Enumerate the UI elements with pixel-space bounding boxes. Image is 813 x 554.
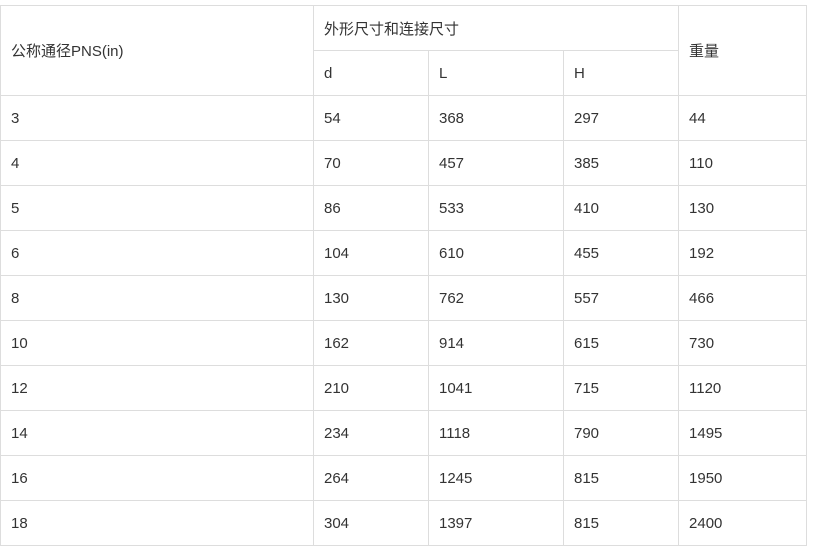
table-cell: 1950 <box>678 455 808 501</box>
table-cell: 1495 <box>678 410 808 456</box>
header-L: L <box>428 50 564 96</box>
table-cell: 54 <box>313 95 429 141</box>
header-nominal-diameter: 公称通径PNS(in) <box>0 5 314 96</box>
table-cell: 14 <box>0 410 314 456</box>
dimension-table: 公称通径PNS(in) 外形尺寸和连接尺寸 重量 d L H 3 54 368 297… <box>0 5 808 546</box>
table-cell: 162 <box>313 320 429 366</box>
table-cell: 730 <box>678 320 808 366</box>
table-cell: 6 <box>0 230 314 276</box>
table-cell: 615 <box>562 320 680 366</box>
table-cell: 10 <box>0 320 314 366</box>
table-cell: 1041 <box>428 365 564 411</box>
header-row: 公称通径PNS(in) 外形尺寸和连接尺寸 重量 <box>0 5 808 96</box>
table-cell: 410 <box>562 185 680 231</box>
table-cell: 304 <box>313 500 429 546</box>
table-cell: 715 <box>562 365 680 411</box>
table-cell: 4 <box>0 140 314 186</box>
table-cell: 12 <box>0 365 314 411</box>
table-cell: 914 <box>428 320 564 366</box>
subheader-row: d L H <box>1 50 807 96</box>
table-cell: 16 <box>0 455 314 501</box>
table-cell: 790 <box>562 410 680 456</box>
table-cell: 815 <box>562 500 680 546</box>
table-cell: 110 <box>678 140 808 186</box>
header-weight: 重量 <box>678 5 808 96</box>
table-row: 12 210 1041 715 1120 <box>0 365 808 411</box>
table-cell: 264 <box>313 455 429 501</box>
table-row: 8 130 762 557 466 <box>0 275 808 321</box>
table-cell: 130 <box>678 185 808 231</box>
table-cell: 533 <box>428 185 564 231</box>
table-cell: 385 <box>562 140 680 186</box>
table-cell: 130 <box>313 275 429 321</box>
table-row: 16 264 1245 815 1950 <box>0 455 808 501</box>
table-cell: 18 <box>0 500 314 546</box>
table-cell: 5 <box>0 185 314 231</box>
table-row: 3 54 368 297 44 <box>0 95 808 141</box>
table-cell: 1120 <box>678 365 808 411</box>
table-cell: 1397 <box>428 500 564 546</box>
header-dimensions-group: 外形尺寸和连接尺寸 <box>312 5 680 51</box>
table-row: 10 162 914 615 730 <box>0 320 808 366</box>
table-row: 5 86 533 410 130 <box>0 185 808 231</box>
table-cell: 192 <box>678 230 808 276</box>
table-cell: 234 <box>313 410 429 456</box>
table-cell: 368 <box>428 95 564 141</box>
table-cell: 3 <box>0 95 314 141</box>
table-cell: 2400 <box>678 500 808 546</box>
table-cell: 455 <box>562 230 680 276</box>
table-row: 18 304 1397 815 2400 <box>0 500 808 546</box>
header-d: d <box>313 50 429 96</box>
table-cell: 70 <box>313 140 429 186</box>
table-cell: 104 <box>313 230 429 276</box>
header-H: H <box>562 50 680 96</box>
table-cell: 762 <box>428 275 564 321</box>
table-cell: 44 <box>678 95 808 141</box>
table-cell: 1118 <box>428 410 564 456</box>
table-cell: 815 <box>562 455 680 501</box>
table-cell: 297 <box>562 95 680 141</box>
table-cell: 610 <box>428 230 564 276</box>
table-cell: 457 <box>428 140 564 186</box>
table-row: 14 234 1118 790 1495 <box>0 410 808 456</box>
table-row: 4 70 457 385 110 <box>0 140 808 186</box>
table-row: 6 104 610 455 192 <box>0 230 808 276</box>
table-cell: 466 <box>678 275 808 321</box>
table-cell: 557 <box>562 275 680 321</box>
table-cell: 86 <box>313 185 429 231</box>
table-cell: 210 <box>313 365 429 411</box>
table-cell: 8 <box>0 275 314 321</box>
table-cell: 1245 <box>428 455 564 501</box>
